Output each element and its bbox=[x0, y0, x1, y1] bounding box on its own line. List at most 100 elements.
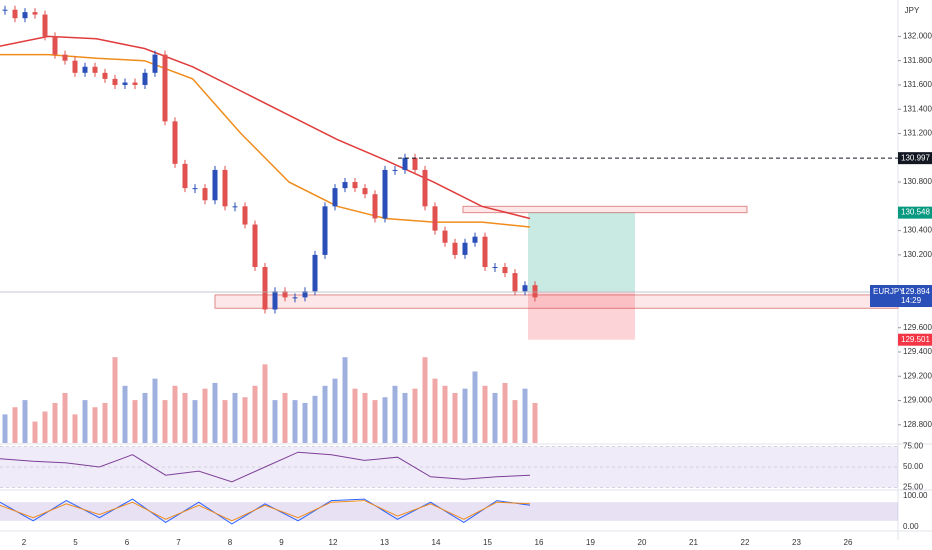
candle bbox=[52, 36, 58, 55]
candle bbox=[32, 12, 38, 15]
candle bbox=[412, 157, 418, 170]
volume-bar bbox=[12, 407, 18, 443]
x-tick-label: 13 bbox=[380, 538, 389, 547]
candle bbox=[342, 182, 348, 189]
volume-bar bbox=[212, 382, 218, 443]
candle bbox=[112, 78, 118, 85]
y-tick-label: 131.800 bbox=[903, 56, 932, 65]
volume-bar bbox=[252, 385, 258, 443]
volume-bar bbox=[202, 388, 208, 443]
y-tick-label: 0.00 bbox=[903, 522, 919, 531]
y-tick-label: 100.00 bbox=[903, 491, 928, 500]
moving-average bbox=[0, 35, 531, 220]
candle bbox=[222, 169, 228, 207]
candle bbox=[482, 236, 488, 268]
volume-bar bbox=[152, 378, 158, 443]
volume-bar bbox=[242, 397, 248, 443]
candle bbox=[472, 236, 478, 243]
volume-bar bbox=[382, 397, 388, 443]
x-tick-label: 9 bbox=[279, 538, 284, 547]
countdown-label: 14:29 bbox=[901, 296, 922, 305]
volume-bar bbox=[492, 392, 498, 443]
volume-bar bbox=[292, 400, 298, 443]
candle bbox=[232, 206, 238, 208]
y-tick-label: 129.200 bbox=[903, 371, 932, 380]
x-tick-label: 7 bbox=[176, 538, 181, 547]
x-tick-label: 19 bbox=[586, 538, 595, 547]
x-tick-label: 12 bbox=[329, 538, 338, 547]
candle bbox=[372, 194, 378, 219]
volume-bar bbox=[502, 382, 508, 443]
volume-bar bbox=[312, 395, 318, 443]
candle bbox=[2, 9, 8, 11]
volume-bar bbox=[112, 357, 118, 443]
candle bbox=[302, 291, 308, 298]
candle bbox=[192, 188, 198, 190]
volume-bar bbox=[72, 414, 78, 443]
volume-bar bbox=[332, 378, 338, 443]
volume-bar bbox=[422, 357, 428, 443]
volume-bar bbox=[532, 402, 538, 443]
y-tick-label: 131.200 bbox=[903, 129, 932, 138]
volume-bar bbox=[472, 371, 478, 443]
price-badge-label: 130.548 bbox=[901, 208, 930, 217]
volume-bar bbox=[102, 402, 108, 443]
volume-bar bbox=[342, 357, 348, 443]
volume-bar bbox=[232, 392, 238, 443]
candle bbox=[402, 157, 408, 170]
y-tick-label: 128.800 bbox=[903, 420, 932, 429]
candle bbox=[72, 60, 78, 73]
volume-bar bbox=[372, 400, 378, 443]
volume-bar bbox=[52, 402, 58, 443]
volume-bar bbox=[222, 400, 228, 443]
y-tick-label: 25.00 bbox=[903, 483, 924, 492]
candle bbox=[142, 72, 148, 85]
candle bbox=[492, 267, 498, 269]
stoch-band bbox=[0, 502, 898, 521]
y-tick-label: 129.400 bbox=[903, 347, 932, 356]
candle bbox=[502, 267, 508, 274]
rsi-band bbox=[0, 446, 898, 488]
candle bbox=[22, 12, 28, 19]
price-badge-label: 129.501 bbox=[901, 335, 930, 344]
volume-bar bbox=[322, 385, 328, 443]
volume-bar bbox=[402, 392, 408, 443]
volume-bar bbox=[42, 411, 48, 443]
candle bbox=[272, 291, 278, 310]
volume-bar bbox=[352, 388, 358, 443]
volume-bar bbox=[172, 385, 178, 443]
candle bbox=[212, 169, 218, 201]
candle bbox=[332, 188, 338, 207]
volume-bar bbox=[362, 392, 368, 443]
stop-zone bbox=[528, 291, 635, 340]
volume-bar bbox=[32, 421, 38, 443]
candle bbox=[282, 291, 288, 298]
volume-bar bbox=[2, 414, 8, 443]
candle bbox=[512, 273, 518, 292]
candle bbox=[62, 54, 68, 61]
candle bbox=[12, 9, 18, 19]
candle bbox=[202, 188, 208, 201]
last-price-badge bbox=[870, 285, 932, 308]
volume-bar bbox=[162, 400, 168, 443]
volume-bar bbox=[462, 388, 468, 443]
candle bbox=[422, 169, 428, 207]
price-badge-label: 130.997 bbox=[901, 153, 930, 162]
candle bbox=[352, 182, 358, 189]
candle bbox=[182, 163, 188, 189]
volume-bar bbox=[62, 392, 68, 443]
stoch-line bbox=[0, 500, 531, 522]
x-tick-label: 2 bbox=[22, 538, 27, 547]
volume-bar bbox=[432, 378, 438, 443]
candle bbox=[152, 54, 158, 73]
volume-bar bbox=[452, 392, 458, 443]
candle bbox=[292, 297, 298, 299]
x-tick-label: 15 bbox=[483, 538, 492, 547]
y-tick-label: 75.00 bbox=[903, 442, 924, 451]
volume-bar bbox=[412, 388, 418, 443]
volume-bar bbox=[132, 400, 138, 443]
x-tick-label: 20 bbox=[638, 538, 647, 547]
x-tick-label: 6 bbox=[125, 538, 130, 547]
